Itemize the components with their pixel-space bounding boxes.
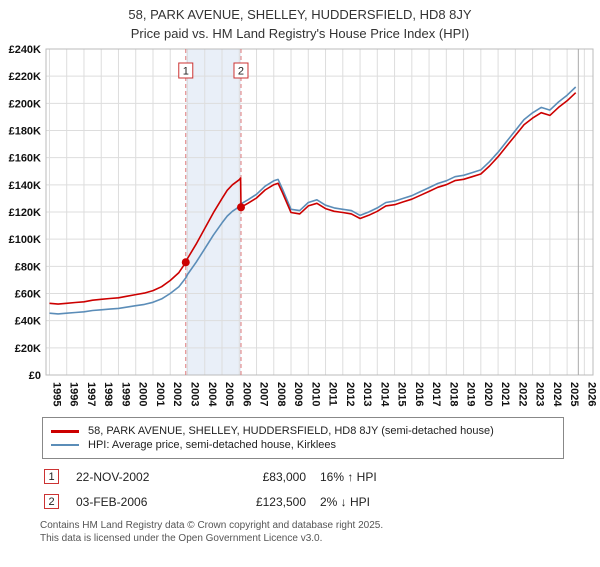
- legend-line-hpi: [51, 444, 79, 446]
- svg-text:2023: 2023: [534, 382, 546, 406]
- svg-text:1997: 1997: [85, 382, 97, 406]
- svg-text:2009: 2009: [292, 382, 304, 406]
- svg-text:2021: 2021: [499, 382, 511, 406]
- svg-text:2005: 2005: [223, 382, 235, 406]
- svg-text:2006: 2006: [240, 382, 252, 406]
- svg-text:£0: £0: [29, 370, 41, 382]
- svg-text:1995: 1995: [50, 382, 62, 406]
- svg-text:£40K: £40K: [15, 316, 41, 328]
- svg-text:2017: 2017: [430, 382, 442, 406]
- svg-text:2003: 2003: [188, 382, 200, 406]
- transaction-2-marker: 2: [44, 494, 59, 509]
- svg-text:2016: 2016: [413, 382, 425, 406]
- svg-text:1: 1: [183, 66, 189, 78]
- page: 58, PARK AVENUE, SHELLEY, HUDDERSFIELD, …: [0, 7, 600, 545]
- svg-text:£80K: £80K: [15, 261, 41, 273]
- svg-text:2024: 2024: [551, 382, 563, 407]
- legend-row-property: 58, PARK AVENUE, SHELLEY, HUDDERSFIELD, …: [51, 425, 555, 437]
- transaction-1-date: 22-NOV-2002: [76, 469, 150, 484]
- svg-text:£240K: £240K: [9, 44, 41, 56]
- svg-text:2018: 2018: [447, 382, 459, 406]
- svg-text:2020: 2020: [482, 382, 494, 406]
- chart-subtitle: Price paid vs. HM Land Registry's House …: [130, 26, 470, 41]
- svg-text:£100K: £100K: [9, 234, 41, 246]
- svg-text:£180K: £180K: [9, 126, 41, 138]
- legend-row-hpi: HPI: Average price, semi-detached house,…: [51, 439, 555, 451]
- svg-text:1998: 1998: [102, 382, 114, 406]
- footer-line-1: Contains HM Land Registry data © Crown c…: [40, 520, 384, 531]
- legend-label-hpi: HPI: Average price, semi-detached house,…: [88, 439, 337, 451]
- svg-text:2000: 2000: [137, 382, 149, 406]
- svg-text:2010: 2010: [309, 382, 321, 406]
- svg-text:2025: 2025: [568, 382, 580, 406]
- copyright-footer: Contains HM Land Registry data © Crown c…: [40, 519, 600, 545]
- svg-text:2008: 2008: [275, 382, 287, 406]
- svg-text:2002: 2002: [171, 382, 183, 406]
- svg-text:£220K: £220K: [9, 71, 41, 83]
- svg-text:£20K: £20K: [15, 343, 41, 355]
- svg-text:£200K: £200K: [9, 98, 41, 110]
- transaction-2-hpi-delta: 2% ↓ HPI: [320, 494, 371, 509]
- svg-text:£160K: £160K: [9, 153, 41, 165]
- svg-text:2022: 2022: [516, 382, 528, 406]
- transaction-row: 2 03-FEB-2006 £123,500 2% ↓ HPI: [44, 494, 600, 509]
- svg-text:£140K: £140K: [9, 180, 41, 192]
- svg-text:2014: 2014: [378, 382, 390, 407]
- svg-text:2019: 2019: [465, 382, 477, 406]
- transactions-list: 1 22-NOV-2002 £83,000 16% ↑ HPI 2 03-FEB…: [44, 469, 600, 509]
- transaction-1-marker: 1: [44, 469, 59, 484]
- legend: 58, PARK AVENUE, SHELLEY, HUDDERSFIELD, …: [42, 417, 564, 459]
- svg-text:2007: 2007: [258, 382, 270, 406]
- svg-text:2012: 2012: [344, 382, 356, 406]
- svg-text:2011: 2011: [327, 382, 339, 406]
- transaction-1-price: £83,000: [262, 469, 306, 484]
- chart-title: 58, PARK AVENUE, SHELLEY, HUDDERSFIELD, …: [128, 7, 472, 22]
- svg-text:2001: 2001: [154, 382, 166, 406]
- transaction-2-date: 03-FEB-2006: [76, 494, 148, 509]
- svg-text:2015: 2015: [396, 382, 408, 406]
- price-history-chart[interactable]: £0 £20K £40K £60K £80K £100K £120K £140K £160K £1…: [0, 43, 600, 417]
- svg-text:2013: 2013: [361, 382, 373, 406]
- legend-line-property: [51, 429, 79, 433]
- svg-text:£120K: £120K: [9, 207, 41, 219]
- svg-text:£60K: £60K: [15, 289, 41, 301]
- transaction-1-hpi-delta: 16% ↑ HPI: [320, 469, 377, 484]
- legend-label-property: 58, PARK AVENUE, SHELLEY, HUDDERSFIELD, …: [88, 425, 494, 437]
- transaction-2-price: £123,500: [255, 494, 306, 509]
- footer-line-2: This data is licensed under the Open Gov…: [40, 533, 323, 544]
- svg-text:2026: 2026: [585, 382, 597, 406]
- transaction-row: 1 22-NOV-2002 £83,000 16% ↑ HPI: [44, 469, 600, 484]
- svg-text:2: 2: [238, 66, 244, 78]
- svg-text:1996: 1996: [68, 382, 80, 406]
- svg-text:1999: 1999: [119, 382, 131, 406]
- svg-text:2004: 2004: [206, 382, 218, 407]
